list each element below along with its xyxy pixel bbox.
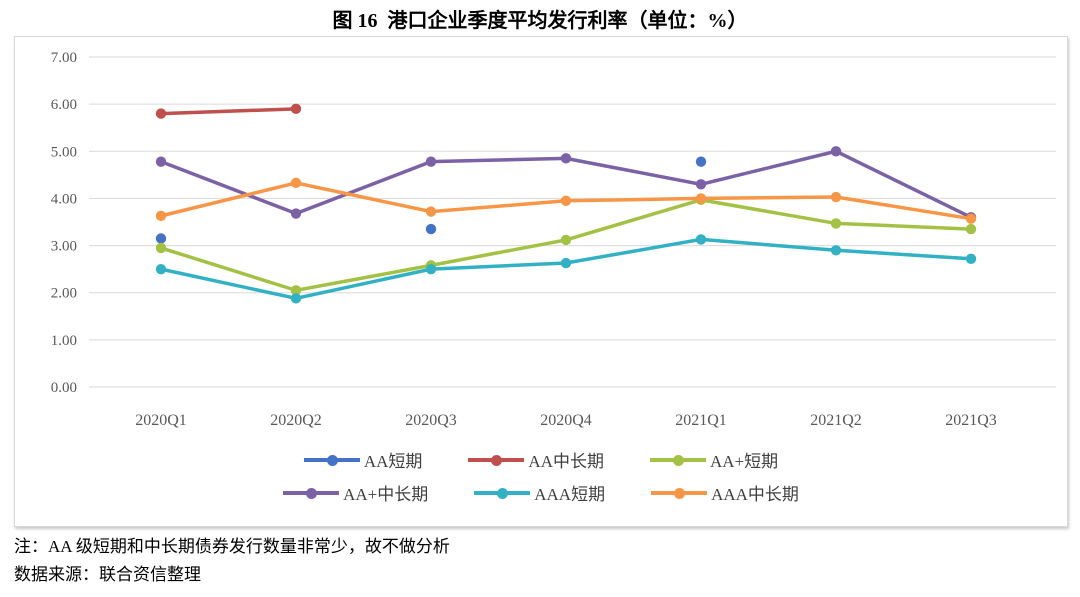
legend-label: AA+中长期	[343, 485, 429, 504]
data-point-AAA中长期	[830, 191, 842, 203]
data-point-AA短期	[155, 233, 167, 244]
x-axis-tick-label: 2021Q1	[675, 412, 727, 429]
data-source: 数据来源：联合资信整理	[14, 565, 201, 584]
data-point-AAA短期	[695, 234, 707, 245]
y-axis-tick-label: 3.00	[51, 239, 77, 255]
legend-label: AAA短期	[534, 485, 606, 504]
y-axis-tick-label: 2.00	[51, 286, 77, 302]
data-point-AA+短期	[830, 218, 842, 229]
data-point-AA+中长期	[290, 208, 302, 219]
data-point-AA+中长期	[695, 179, 707, 190]
x-axis-tick-label: 2020Q3	[405, 412, 457, 429]
data-point-AA+中长期	[155, 156, 167, 167]
data-point-AAA中长期	[560, 195, 572, 206]
y-axis-tick-label: 5.00	[51, 144, 77, 160]
legend-marker-icon	[649, 453, 706, 466]
series-line-AAA短期	[159, 237, 973, 301]
chart-area: 0.00 1.00 2.00 3.00 4.00 5.00 6.00 7.00 2020Q1 20…	[14, 36, 1068, 527]
legend-label: AA+短期	[709, 452, 779, 471]
legend-row-1: AA短期 AA中长期 AA+短期	[15, 447, 1067, 472]
data-point-AA+短期	[560, 234, 572, 246]
data-point-AA+短期	[965, 223, 977, 235]
x-axis-tick-label: 2020Q1	[135, 412, 187, 429]
legend-label: AA短期	[363, 452, 423, 471]
data-point-AA+短期	[155, 242, 167, 254]
data-point-AA+中长期	[830, 146, 842, 157]
data-point-AA+中长期	[560, 153, 572, 164]
data-point-AA短期	[695, 156, 707, 167]
y-axis-tick-label: 1.00	[51, 333, 77, 349]
data-point-AAA中长期	[290, 177, 302, 189]
legend-item-AA短期: AA短期	[303, 447, 423, 472]
x-axis-tick-label: 2020Q4	[540, 412, 592, 429]
x-axis-tick-label: 2020Q2	[270, 412, 322, 429]
data-point-AAA中长期	[695, 193, 707, 204]
legend-row-2: AA+中长期 AAA短期 AAA中长期	[15, 480, 1067, 505]
legend-marker-icon	[474, 486, 531, 499]
data-point-AAA短期	[965, 253, 977, 264]
line-chart: 0.00 1.00 2.00 3.00 4.00 5.00 6.00 7.00 2020Q1 20…	[51, 50, 1056, 429]
data-point-AAA中长期	[155, 210, 167, 222]
data-point-AA+短期	[290, 285, 302, 296]
y-axis-tick-label: 4.00	[51, 191, 77, 207]
legend-item-AA中长期: AA中长期	[468, 447, 604, 472]
legend-marker-icon	[303, 453, 360, 466]
data-point-AAA短期	[830, 245, 842, 256]
legend-item-AAA中长期: AAA中长期	[651, 480, 799, 505]
data-point-AAA短期	[425, 263, 437, 275]
data-point-AAA中长期	[965, 213, 977, 224]
data-point-AA中长期	[155, 108, 167, 119]
y-axis-tick-label: 0.00	[51, 380, 77, 396]
y-axis-tick-label: 7.00	[51, 50, 77, 66]
data-point-AAA短期	[290, 293, 302, 304]
data-point-AA中长期	[290, 103, 302, 115]
legend-label: AAA中长期	[711, 485, 799, 504]
series-line-AA中长期	[159, 107, 298, 116]
legend-item-AA+短期: AA+短期	[649, 447, 779, 472]
legend-label: AA中长期	[528, 452, 604, 471]
y-axis-tick-label: 6.00	[51, 97, 77, 113]
data-point-AA短期	[425, 223, 437, 235]
x-axis-tick-label: 2021Q2	[810, 412, 862, 429]
x-axis-tick-label: 2021Q3	[945, 412, 997, 429]
legend-marker-icon	[468, 453, 525, 466]
data-point-AA+中长期	[425, 156, 437, 167]
legend-marker-icon	[283, 486, 340, 499]
legend-item-AA+中长期: AA+中长期	[283, 480, 428, 505]
legend-marker-icon	[651, 486, 708, 499]
legend-item-AAA短期: AAA短期	[474, 480, 605, 505]
chart-title: 图 16 港口企业季度平均发行利率（单位：%）	[332, 10, 748, 32]
data-point-AAA中长期	[425, 206, 437, 217]
data-point-AAA短期	[155, 263, 167, 275]
data-point-AAA短期	[560, 257, 572, 269]
chart-note: 注：AA 级短期和中长期债券发行数量非常少，故不做分析	[14, 537, 450, 556]
